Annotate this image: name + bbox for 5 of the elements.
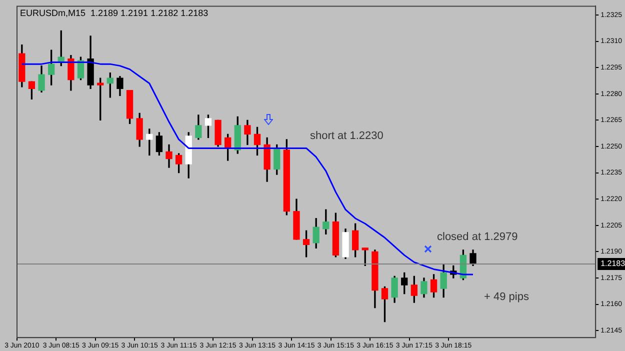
annotation: + 49 pips	[484, 291, 530, 304]
annotation: short at 1.2230	[310, 130, 384, 142]
ref-line-label: 1.2183	[600, 259, 625, 268]
chart-title: EURUSDm,M15 1.2189 1.2191 1.2182 1.2183	[20, 8, 208, 18]
annotation: closed at 1.2979	[437, 231, 518, 244]
